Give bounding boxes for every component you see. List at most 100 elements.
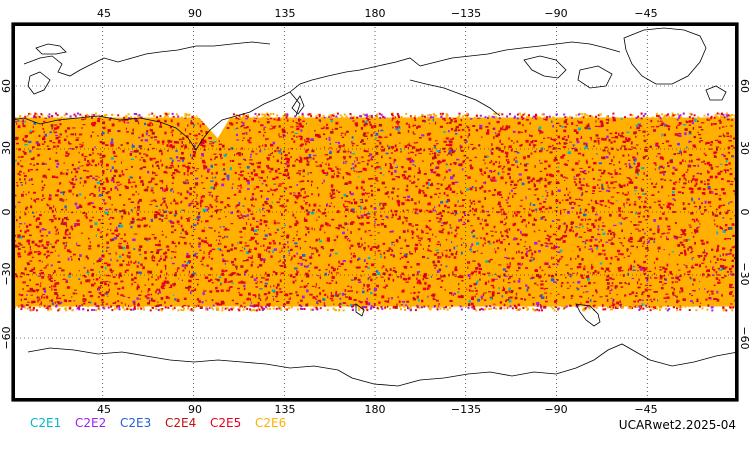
occultation-point: [701, 161, 704, 163]
occultation-point: [237, 287, 240, 290]
occultation-point: [81, 303, 83, 307]
occultation-point: [557, 148, 561, 150]
occultation-point: [553, 281, 557, 283]
occultation-point: [555, 199, 559, 203]
occultation-point: [591, 263, 593, 267]
occultation-point: [293, 237, 295, 239]
occultation-point: [65, 241, 68, 244]
occultation-point: [556, 170, 560, 173]
occultation-point: [605, 278, 609, 281]
occultation-point: [131, 273, 133, 277]
occultation-point: [370, 292, 373, 295]
occultation-point: [730, 135, 732, 138]
occultation-point: [519, 264, 522, 266]
occultation-point: [76, 219, 80, 222]
occultation-point: [664, 267, 668, 271]
occultation-point: [253, 188, 256, 190]
occultation-point: [229, 160, 232, 162]
occultation-point: [550, 292, 552, 295]
occultation-point: [374, 137, 378, 139]
occultation-point: [33, 191, 36, 194]
occultation-point: [463, 221, 466, 224]
occultation-point: [411, 225, 414, 227]
occultation-point: [243, 260, 247, 262]
occultation-point: [693, 145, 697, 148]
occultation-point: [723, 135, 726, 138]
occultation-point: [43, 267, 47, 269]
occultation-point: [263, 238, 267, 240]
occultation-point: [400, 150, 402, 153]
occultation-point: [386, 300, 389, 303]
occultation-point: [32, 289, 36, 293]
occultation-point: [607, 184, 609, 187]
occultation-point: [505, 199, 508, 201]
occultation-point: [354, 201, 358, 205]
occultation-point: [120, 144, 123, 146]
occultation-point: [691, 290, 696, 292]
occultation-point: [127, 251, 131, 254]
occultation-point: [481, 205, 484, 208]
occultation-point: [331, 218, 335, 221]
occultation-point: [122, 150, 125, 153]
occultation-point: [120, 238, 123, 240]
occultation-point: [357, 162, 361, 164]
occultation-point: [231, 282, 234, 284]
occultation-point: [242, 137, 246, 139]
occultation-point: [354, 277, 356, 281]
occultation-point: [96, 260, 100, 263]
occultation-point: [279, 198, 281, 201]
occultation-point: [296, 230, 298, 233]
occultation-point: [26, 290, 31, 292]
occultation-point: [651, 182, 654, 185]
occultation-point: [609, 173, 613, 175]
occultation-point: [579, 223, 581, 226]
occultation-point: [553, 159, 556, 162]
occultation-point: [540, 131, 544, 134]
occultation-point: [713, 152, 717, 154]
occultation-point: [524, 169, 528, 172]
occultation-point: [244, 247, 246, 250]
occultation-point: [259, 190, 263, 192]
occultation-point: [450, 212, 454, 215]
occultation-point: [509, 262, 511, 265]
occultation-point: [608, 152, 611, 155]
occultation-point: [608, 206, 610, 209]
occultation-point: [581, 258, 584, 261]
occultation-point: [729, 285, 732, 289]
occultation-point: [472, 229, 475, 232]
occultation-point: [409, 160, 412, 164]
occultation-point: [105, 192, 109, 195]
occultation-point: [628, 293, 632, 296]
occultation-point: [443, 140, 447, 143]
occultation-point: [370, 189, 373, 192]
occultation-point: [654, 144, 657, 147]
occultation-point: [653, 272, 656, 275]
occultation-point: [240, 174, 244, 177]
occultation-point: [565, 229, 568, 231]
occultation-point: [109, 263, 111, 267]
occultation-point: [305, 140, 309, 143]
occultation-point: [355, 130, 357, 132]
occultation-point: [652, 232, 656, 235]
occultation-point: [79, 177, 82, 180]
occultation-point: [385, 268, 388, 272]
occultation-point: [92, 206, 96, 209]
occultation-point: [497, 172, 500, 175]
occultation-point: [117, 287, 121, 290]
occultation-point: [533, 194, 537, 196]
occultation-point: [270, 206, 273, 209]
occultation-point: [70, 182, 74, 185]
occultation-point: [249, 159, 253, 161]
occultation-point: [301, 295, 305, 299]
occultation-point: [266, 201, 268, 203]
occultation-point: [633, 147, 636, 149]
occultation-point: [170, 202, 172, 205]
occultation-point: [714, 188, 718, 190]
occultation-point: [436, 166, 440, 169]
occultation-point: [36, 143, 41, 147]
occultation-point: [575, 258, 577, 260]
occultation-point: [195, 197, 197, 199]
occultation-point: [447, 231, 450, 235]
occultation-point: [442, 159, 445, 163]
